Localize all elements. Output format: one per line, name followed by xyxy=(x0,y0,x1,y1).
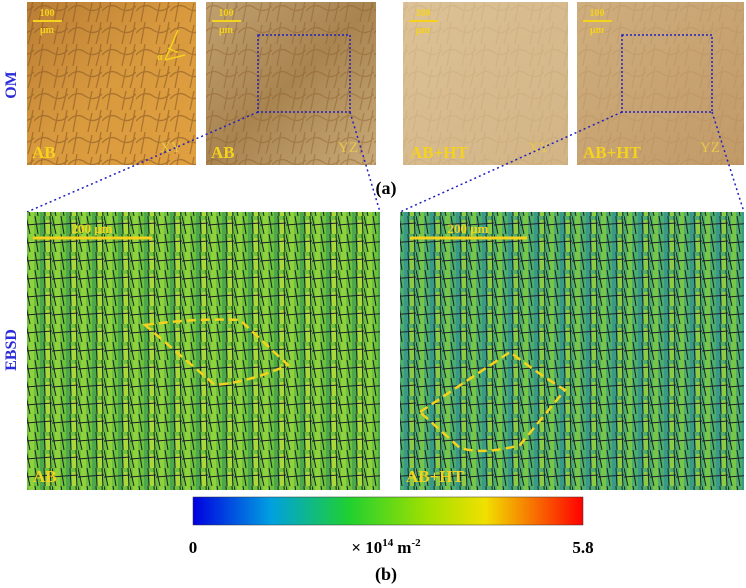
scale-unit: μm xyxy=(40,25,55,36)
sample-label: AB+HT xyxy=(583,143,642,162)
unit-prefix: × 10 xyxy=(351,538,382,557)
micrograph-texture xyxy=(403,2,568,165)
scale-unit: μm xyxy=(219,25,234,36)
om-panel: 100 μm AB+HT XY xyxy=(403,2,568,165)
sample-label: AB xyxy=(32,143,56,162)
om-panel: 100 μm α AB XY xyxy=(27,2,196,165)
micrograph-texture xyxy=(577,2,744,165)
scale-unit: μm xyxy=(416,25,431,36)
ebsd-panel: 200 μm AB+HT xyxy=(400,212,744,490)
zoom-box xyxy=(257,34,351,113)
plane-label: YZ xyxy=(700,140,720,156)
ebsd-map xyxy=(400,212,744,490)
ebsd-panel: 200 μm AB xyxy=(27,212,380,490)
ebsd-map xyxy=(27,212,380,490)
om-panel: 100 μm AB+HT YZ xyxy=(577,2,744,165)
caption: (a) xyxy=(376,178,397,199)
om-panel: 100 μm AB YZ xyxy=(206,2,376,165)
scale-value: 100 xyxy=(40,8,55,19)
region-outline xyxy=(142,318,291,387)
row-label: OM xyxy=(3,71,20,99)
scale-value: 100 xyxy=(416,8,431,19)
angle-label: α xyxy=(157,52,163,63)
colorbar-max: 5.8 xyxy=(572,538,593,557)
unit-power: -2 xyxy=(411,537,421,549)
plane-label: XY xyxy=(528,140,550,156)
scale-label: 200 μm xyxy=(448,221,489,236)
caption: (b) xyxy=(375,564,397,585)
sample-label: AB xyxy=(33,467,57,486)
row-label: EBSD xyxy=(3,329,20,371)
colorbar xyxy=(192,496,584,526)
micrograph-texture xyxy=(206,2,376,165)
plane-label: YZ xyxy=(338,140,358,156)
sample-label: AB+HT xyxy=(410,143,469,162)
region-outline xyxy=(417,350,567,453)
plane-label: XY xyxy=(160,140,182,156)
scale-value: 100 xyxy=(590,8,605,19)
zoom-lines xyxy=(26,111,745,213)
angle-mark xyxy=(164,29,186,61)
unit-exponent: 14 xyxy=(382,537,394,549)
sample-label: AB+HT xyxy=(406,467,465,486)
zoom-box xyxy=(621,34,713,113)
colorbar-unit: × 1014 m-2 xyxy=(351,537,421,557)
micrograph-texture xyxy=(27,2,196,165)
scale-value: 100 xyxy=(219,8,234,19)
sample-label: AB xyxy=(211,143,235,162)
scale-label: 200 μm xyxy=(72,221,113,236)
unit: m xyxy=(397,538,411,557)
colorbar-min: 0 xyxy=(189,538,198,557)
scale-unit: μm xyxy=(590,25,605,36)
